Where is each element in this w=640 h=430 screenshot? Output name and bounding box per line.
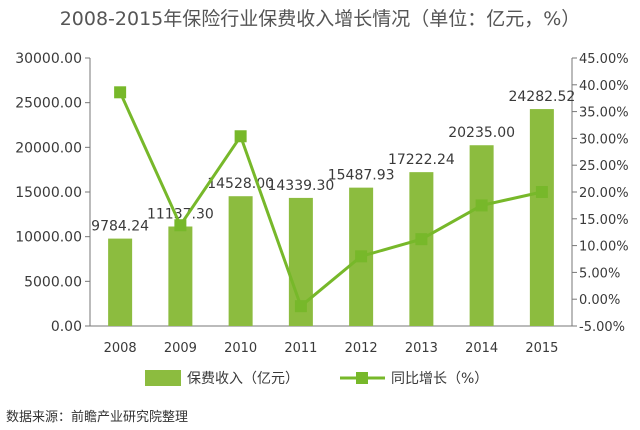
bar-value-label: 20235.00 (448, 125, 515, 141)
bar (108, 238, 133, 326)
legend: 保费收入（亿元） 同比增长（%） (145, 370, 488, 387)
bar (168, 226, 193, 326)
bar-value-label: 15487.93 (328, 168, 395, 184)
bar (228, 196, 253, 326)
x-tick-label: 2013 (405, 341, 438, 356)
bar-value-label: 14528.00 (207, 176, 274, 192)
legend-label-bar: 保费收入（亿元） (187, 371, 299, 387)
y-left-tick-label: 0.00 (51, 319, 82, 335)
y-right-tick-label: 5.00% (579, 266, 620, 281)
axes: 0.00 5000.00 10000.00 15000.00 20000.00 25000… (15, 51, 628, 356)
growth-point (294, 300, 307, 313)
y-left-tick-label: 20000.00 (15, 140, 82, 156)
y-right-tick-label: 20.00% (579, 186, 629, 201)
y-right-tick-label: 25.00% (579, 159, 629, 174)
bar-value-label: 24282.52 (508, 89, 575, 105)
growth-point (174, 219, 187, 232)
bar (469, 145, 494, 326)
y-left-tick-label: 10000.00 (15, 230, 82, 246)
x-tick-label: 2008 (104, 341, 137, 356)
x-tick-label: 2014 (465, 341, 498, 356)
legend-label-line: 同比增长（%） (391, 371, 488, 387)
y-left-tick-label: 5000.00 (24, 274, 82, 290)
growth-point (475, 199, 488, 212)
y-left-tick-label: 15000.00 (15, 185, 82, 201)
bar-value-label: 11137.30 (147, 207, 214, 223)
y-left-tick-label: 25000.00 (15, 96, 82, 112)
x-tick-label: 2011 (284, 341, 317, 356)
y-right-tick-label: 15.00% (579, 213, 629, 228)
growth-point (535, 186, 548, 198)
y-right-tick-label: 40.00% (579, 79, 629, 94)
growth-point (114, 86, 127, 99)
y-right-tick-label: -5.00% (579, 320, 625, 335)
chart-title: 2008-2015年保险行业保费收入增长情况（单位：亿元，%） (59, 8, 581, 30)
y-right-tick-label: 10.00% (579, 240, 629, 255)
growth-point (355, 250, 368, 263)
x-tick-label: 2012 (345, 341, 378, 356)
y-right-tick-label: 45.00% (579, 52, 629, 67)
legend-swatch-bar (145, 370, 181, 386)
bar (529, 109, 554, 326)
x-tick-label: 2009 (164, 341, 197, 356)
legend-swatch-marker (356, 372, 368, 384)
y-right-tick-label: 0.00% (579, 293, 620, 308)
growth-line-layer (114, 86, 548, 313)
y-right-tick-label: 30.00% (579, 132, 629, 147)
x-tick-label: 2010 (224, 341, 257, 356)
growth-point (234, 130, 247, 143)
x-tick-label: 2015 (525, 341, 558, 356)
chart-source: 数据来源：前瞻产业研究院整理 (6, 410, 189, 425)
growth-point (415, 233, 428, 246)
growth-line (118, 91, 543, 309)
bar-value-label: 14339.30 (267, 178, 334, 194)
bar (409, 172, 434, 326)
bar-value-label: 17222.24 (388, 152, 455, 168)
y-left-tick-label: 30000.00 (15, 51, 82, 67)
bar-value-label: 9784.24 (91, 219, 149, 235)
y-right-tick-label: 35.00% (579, 106, 629, 121)
